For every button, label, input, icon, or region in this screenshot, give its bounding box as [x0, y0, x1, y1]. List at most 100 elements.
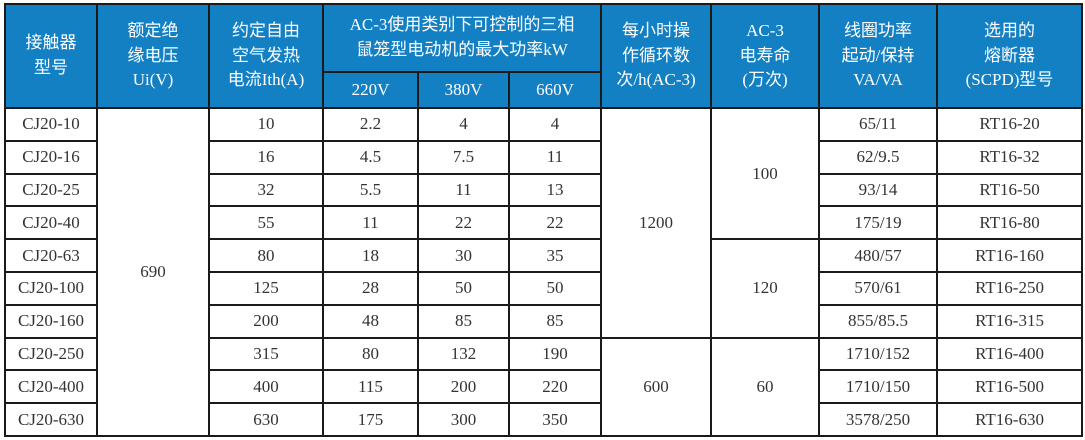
cell-p660: 220 — [507, 369, 603, 405]
cell-p220: 28 — [322, 270, 419, 306]
cell-coil: 175/19 — [818, 205, 939, 241]
cell-p380: 200 — [417, 369, 510, 405]
header-660v: 660V — [507, 71, 603, 109]
cell-p220: 18 — [322, 238, 419, 273]
cell-fuse: RT16-500 — [936, 369, 1084, 405]
cell-p660: 190 — [507, 336, 603, 372]
cell-model: CJ20-100 — [4, 270, 98, 306]
cell-p220: 80 — [322, 336, 419, 372]
header-cycles: 每小时操 作循环数 次/h(AC-3) — [600, 3, 713, 109]
cell-p660: 50 — [507, 270, 603, 306]
cell-ith: 10 — [208, 107, 324, 142]
header-ith: 约定自由 空气发热 电流Ith(A) — [208, 3, 324, 109]
cell-p660: 350 — [507, 402, 603, 437]
cell-p380: 7.5 — [417, 139, 510, 175]
header-power-group: AC-3使用类别下可控制的三相 鼠笼型电动机的最大功率kW — [321, 3, 603, 73]
header-fuse: 选用的 熔断器 (SCPD)型号 — [936, 3, 1084, 109]
header-ui: 额定绝 缘电压 Ui(V) — [96, 3, 210, 109]
cell-model: CJ20-40 — [4, 205, 98, 241]
cell-p380: 30 — [417, 238, 510, 273]
cell-ith: 32 — [208, 172, 324, 208]
table-row: CJ20-250 315 80 132 190 600 60 1710/152 … — [4, 336, 1084, 438]
cell-coil: 65/11 — [818, 107, 939, 142]
cell-life-span: 120 — [710, 238, 821, 339]
cell-coil: 855/85.5 — [818, 303, 939, 339]
cell-ith: 400 — [208, 369, 324, 405]
cell-model: CJ20-630 — [4, 402, 98, 437]
table-row: CJ20-630 630 175 300 350 3578/250 RT16-6… — [4, 402, 1084, 437]
table-row: CJ20-16 16 4.5 7.5 11 62/9.5 RT16-32 — [4, 139, 1084, 175]
table-row: CJ20-40 55 11 22 22 175/19 RT16-80 — [4, 205, 1084, 241]
cell-p220: 11 — [322, 205, 419, 241]
cell-coil: 1710/150 — [818, 369, 939, 405]
cell-fuse: RT16-630 — [936, 402, 1084, 437]
cell-coil: 3578/250 — [818, 402, 939, 437]
cell-fuse: RT16-80 — [936, 205, 1084, 241]
cell-p660: 11 — [507, 139, 603, 175]
header-380v: 380V — [417, 71, 510, 109]
cell-fuse: RT16-20 — [936, 107, 1084, 142]
cell-p380: 4 — [417, 107, 510, 142]
cell-p220: 175 — [322, 402, 419, 437]
cell-coil: 93/14 — [818, 172, 939, 208]
table-row: CJ20-25 32 5.5 11 13 93/14 RT16-50 — [4, 172, 1084, 208]
cell-p380: 85 — [417, 303, 510, 339]
cell-p380: 11 — [417, 172, 510, 208]
cell-coil: 570/61 — [818, 270, 939, 306]
cell-cycles-span: 600 — [600, 336, 713, 438]
cell-coil: 62/9.5 — [818, 139, 939, 175]
cell-p380: 300 — [417, 402, 510, 437]
cell-ui-span: 690 — [96, 107, 210, 437]
cell-p660: 85 — [507, 303, 603, 339]
cell-coil: 1710/152 — [818, 336, 939, 372]
table-body: CJ20-10 690 10 2.2 4 4 1200 100 65/11 RT… — [4, 106, 1084, 438]
cell-p660: 22 — [507, 205, 603, 241]
cell-model: CJ20-250 — [4, 336, 98, 372]
header-coil: 线圈功率 起动/保持 VA/VA — [818, 3, 939, 109]
cell-p380: 50 — [417, 270, 510, 306]
cell-life-span: 100 — [710, 106, 821, 241]
cell-p220: 48 — [322, 303, 419, 339]
table-row: CJ20-160 200 48 85 85 855/85.5 RT16-315 — [4, 303, 1084, 339]
cell-p220: 5.5 — [322, 172, 419, 208]
cell-ith: 315 — [208, 336, 324, 372]
cell-p660: 35 — [507, 238, 603, 273]
cell-fuse: RT16-160 — [936, 238, 1084, 273]
table-header: 接触器 型号 额定绝 缘电压 Ui(V) 约定自由 空气发热 电流Ith(A) … — [4, 3, 1084, 109]
cell-fuse: RT16-400 — [936, 336, 1084, 372]
cell-cycles-span: 1200 — [600, 107, 713, 339]
cell-p220: 115 — [322, 369, 419, 405]
cell-p220: 2.2 — [322, 107, 419, 142]
cell-model: CJ20-16 — [4, 139, 98, 175]
cell-model: CJ20-63 — [4, 238, 98, 273]
cell-model: CJ20-10 — [4, 107, 98, 142]
cell-fuse: RT16-250 — [936, 270, 1084, 306]
cell-p660: 13 — [507, 172, 603, 208]
table-row: CJ20-100 125 28 50 50 570/61 RT16-250 — [4, 270, 1084, 306]
cell-model: CJ20-400 — [4, 369, 98, 405]
header-life: AC-3 电寿命 (万次) — [710, 3, 821, 109]
cell-ith: 125 — [208, 270, 324, 306]
header-220v: 220V — [322, 71, 419, 109]
cell-ith: 200 — [208, 303, 324, 339]
cell-fuse: RT16-315 — [936, 303, 1084, 339]
table-row: CJ20-63 80 18 30 35 120 480/57 RT16-160 — [4, 238, 1084, 339]
cell-p660: 4 — [507, 107, 603, 142]
cell-coil: 480/57 — [818, 238, 939, 273]
header-model: 接触器 型号 — [4, 3, 98, 109]
cell-p380: 132 — [417, 336, 510, 372]
table-row: CJ20-400 400 115 200 220 1710/150 RT16-5… — [4, 369, 1084, 405]
cell-fuse: RT16-32 — [936, 139, 1084, 175]
cell-ith: 80 — [208, 238, 324, 273]
contactor-spec-table: 接触器 型号 额定绝 缘电压 Ui(V) 约定自由 空气发热 电流Ith(A) … — [4, 3, 1084, 438]
cell-life-span: 60 — [710, 336, 821, 438]
table-row: CJ20-10 690 10 2.2 4 4 1200 100 65/11 RT… — [4, 106, 1084, 437]
cell-p220: 4.5 — [322, 139, 419, 175]
cell-model: CJ20-160 — [4, 303, 98, 339]
cell-fuse: RT16-50 — [936, 172, 1084, 208]
cell-p380: 22 — [417, 205, 510, 241]
cell-ith: 55 — [208, 205, 324, 241]
cell-model: CJ20-25 — [4, 172, 98, 208]
cell-ith: 16 — [208, 139, 324, 175]
